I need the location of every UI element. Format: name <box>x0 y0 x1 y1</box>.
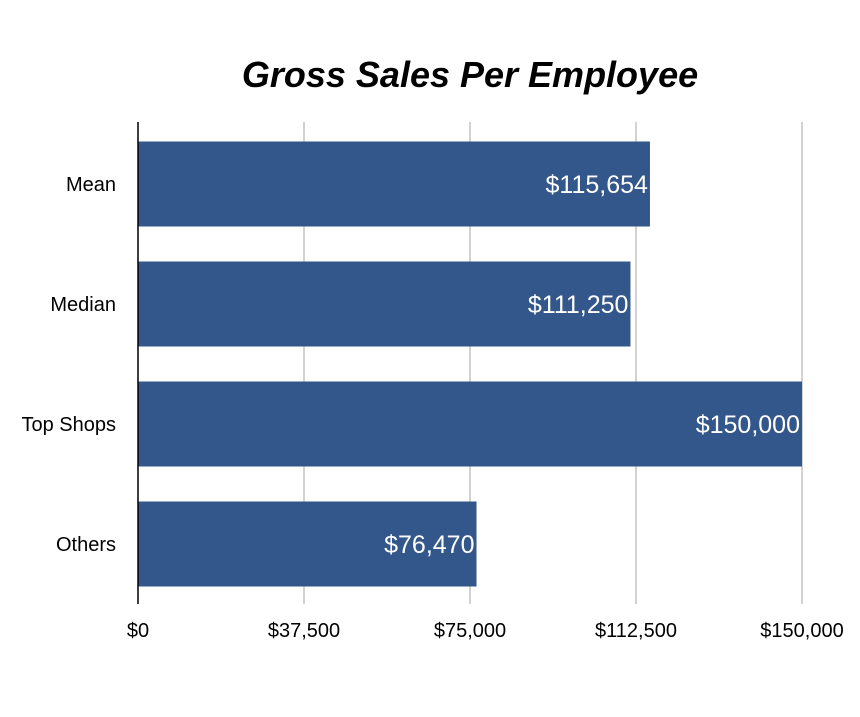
category-label-0: Mean <box>66 174 116 196</box>
value-label-2: $150,000 <box>696 411 800 439</box>
value-label-3: $76,470 <box>384 531 474 559</box>
x-tick-label-0: $0 <box>127 620 149 642</box>
chart-title: Gross Sales Per Employee <box>241 54 699 95</box>
bar-mean <box>138 141 650 227</box>
x-tick-label-2: $75,000 <box>434 620 506 642</box>
bar-others <box>138 501 477 587</box>
label-layer: $0 $37,500 $75,000 $112,500 $150,000 $115,654… <box>21 171 843 642</box>
category-label-3: Others <box>56 534 116 556</box>
x-tick-label-4: $150,000 <box>760 620 843 642</box>
x-tick-label-1: $37,500 <box>268 620 340 642</box>
value-label-0: $115,654 <box>546 171 649 199</box>
x-tick-label-3: $112,500 <box>595 620 677 642</box>
bar-median <box>138 261 631 347</box>
category-label-2: Top Shops <box>21 414 116 436</box>
value-label-1: $111,250 <box>528 291 629 319</box>
bar-layer <box>138 141 802 587</box>
bar-top-shops <box>138 381 802 467</box>
category-label-1: Median <box>50 294 116 316</box>
